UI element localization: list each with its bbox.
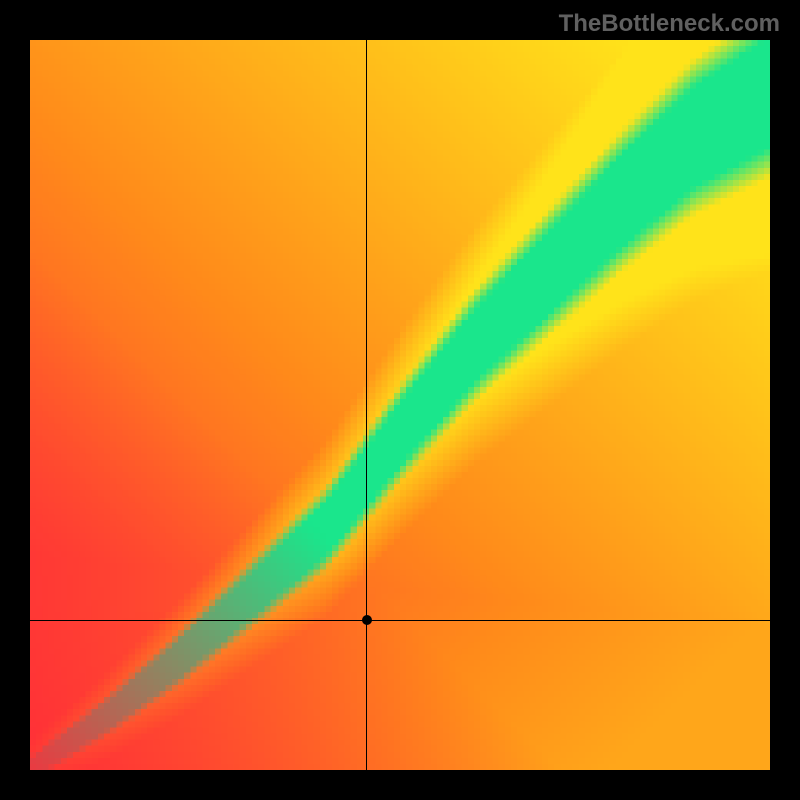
watermark-text: TheBottleneck.com <box>559 10 780 38</box>
marker-dot <box>362 615 372 625</box>
crosshair-horizontal <box>30 620 770 621</box>
bottleneck-heatmap <box>30 40 770 770</box>
crosshair-vertical <box>366 40 367 770</box>
chart-container: { "watermark": { "text": "TheBottleneck.… <box>0 0 800 800</box>
